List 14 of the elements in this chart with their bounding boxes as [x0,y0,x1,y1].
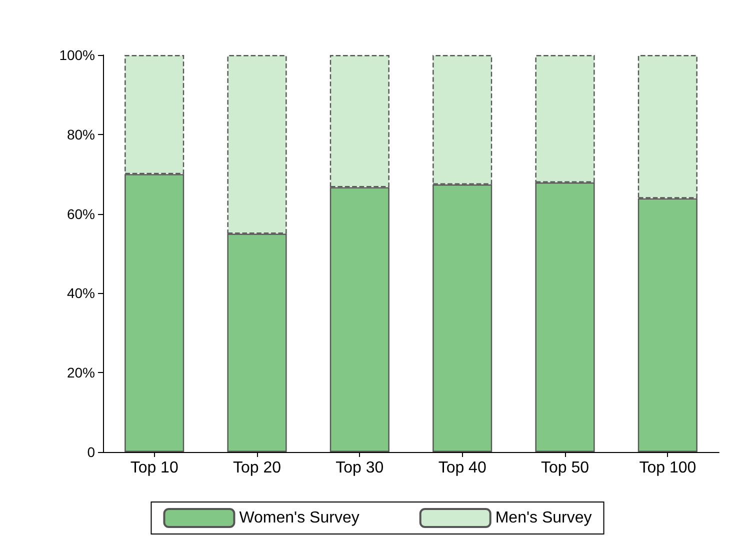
x-tick-label: Top 50 [540,460,590,476]
x-tick-label: Top 100 [639,460,696,476]
y-tick-label: 60% [66,206,95,222]
legend-label: Women's Survey [239,510,360,526]
x-tick-label: Top 20 [232,460,282,476]
x-tick-label: Top 30 [336,460,384,476]
x-tick-label: Top 40 [438,460,486,476]
y-tick-label: 20% [66,364,95,381]
y-tick-label: 40% [66,285,95,302]
y-tick-label: 80% [66,126,95,142]
legend-label: Men's Survey [495,510,592,526]
x-tick-label: Top 10 [130,460,178,476]
y-tick-label: 100% [59,47,95,63]
y-tick-label: 0 [87,444,96,460]
